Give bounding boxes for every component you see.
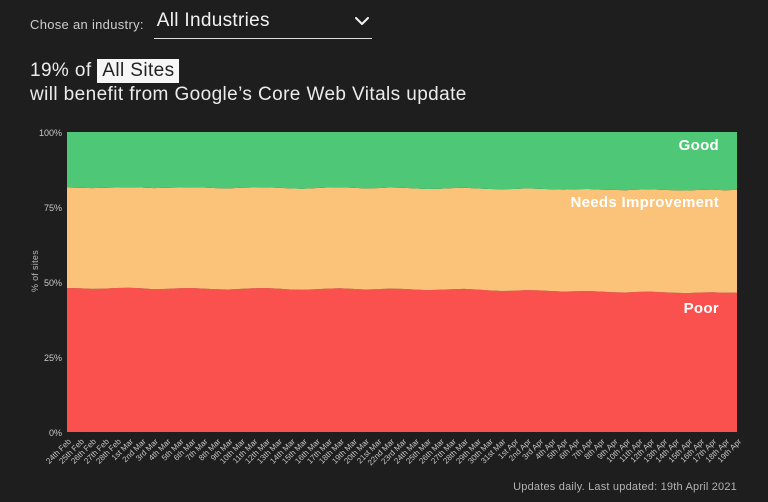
y-axis-title: % of sites [30,249,40,292]
y-axis-tick-label: 25% [43,353,62,363]
headline-highlight: All Sites [97,59,180,83]
chevron-down-icon [354,10,369,32]
area-label-needs-improvement: Needs Improvement [570,194,719,211]
page-title: 19% of All Sites will benefit from Googl… [30,59,467,107]
industry-picker-label: Chose an industry: [30,17,144,32]
industry-select[interactable]: All Industries [153,10,372,39]
y-axis-tick-label: 0% [48,428,62,438]
y-axis-tick-label: 100% [38,128,62,138]
industry-select-value: All Industries [156,10,270,31]
y-axis-tick-label: 75% [43,203,62,213]
area-label-poor: Poor [683,300,719,317]
headline-prefix: 19% of [30,60,92,81]
area-band-needs-improvement[interactable] [67,187,737,294]
y-axis: 100% 75% 50% 25% 0% [20,128,62,438]
area-band-poor[interactable] [67,287,737,432]
industry-picker: Chose an industry: All Industries [30,10,372,39]
y-axis-tick-label: 50% [43,278,62,288]
chart-canvas[interactable] [67,132,737,432]
headline-line2: will benefit from Google’s Core Web Vita… [30,84,467,105]
stacked-area-chart[interactable]: Good Needs Improvement Poor [67,132,737,432]
area-band-good[interactable] [67,132,737,191]
last-updated-text: Updates daily. Last updated: 19th April … [513,481,737,493]
area-label-good: Good [678,137,719,154]
